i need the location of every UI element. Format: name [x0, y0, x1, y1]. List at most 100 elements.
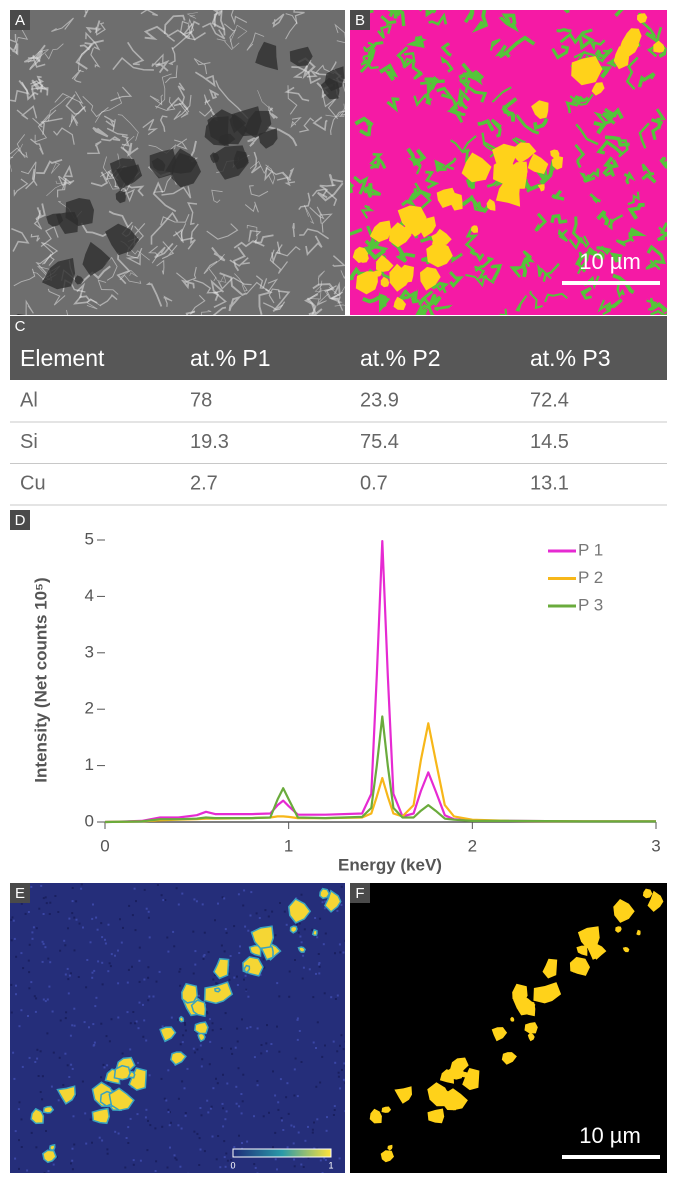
- si-phase: [395, 251, 416, 263]
- noise: [152, 995, 155, 998]
- cu-phase: [537, 184, 545, 192]
- si-phase: [522, 250, 535, 268]
- noise: [137, 1061, 139, 1064]
- noise: [235, 1085, 238, 1088]
- noise: [167, 950, 170, 953]
- noise: [81, 1080, 84, 1083]
- noise: [217, 1135, 220, 1137]
- noise: [226, 1159, 229, 1162]
- grain-boundary: [116, 252, 131, 285]
- si-phase: [603, 107, 617, 119]
- si-phase: [353, 175, 369, 195]
- noise: [147, 1119, 149, 1122]
- si-phase: [465, 273, 495, 288]
- noise: [119, 918, 121, 921]
- dark-particle: [116, 164, 143, 187]
- noise: [212, 1087, 215, 1090]
- noise: [20, 902, 23, 905]
- grain-boundary: [287, 85, 298, 115]
- noise: [145, 1108, 148, 1111]
- grain-boundary: [248, 229, 262, 242]
- si-phase: [380, 15, 397, 26]
- noise: [85, 986, 88, 989]
- table-cell: 0.7: [360, 472, 388, 494]
- noise: [17, 1108, 20, 1111]
- noise: [33, 995, 36, 998]
- si-phase: [477, 118, 495, 132]
- noise: [296, 1038, 299, 1041]
- noise: [224, 928, 227, 931]
- noise: [299, 935, 302, 938]
- noise: [182, 1034, 185, 1037]
- noise: [41, 960, 44, 963]
- particle: [213, 957, 230, 980]
- grain-boundary: [211, 189, 223, 203]
- noise: [226, 1082, 229, 1085]
- noise: [311, 1128, 314, 1131]
- noise: [64, 1017, 67, 1020]
- noise: [211, 1022, 214, 1025]
- noise: [321, 901, 324, 904]
- noise: [181, 1080, 184, 1083]
- si-phase: [425, 10, 437, 18]
- noise: [317, 963, 320, 966]
- grain-boundary: [71, 69, 82, 83]
- noise: [30, 1131, 33, 1134]
- noise: [47, 957, 50, 960]
- grain-boundary: [46, 180, 68, 197]
- grain-boundary: [319, 184, 336, 197]
- noise: [333, 1105, 336, 1108]
- grain-boundary: [159, 115, 168, 132]
- noise: [193, 898, 196, 901]
- si-phase: [604, 135, 630, 147]
- noise: [250, 891, 253, 894]
- noise: [334, 998, 337, 1000]
- grain-boundary: [246, 224, 258, 244]
- noise: [72, 1115, 75, 1118]
- particle: [113, 1064, 131, 1081]
- dark-particle: [255, 41, 278, 71]
- particle: [542, 958, 558, 979]
- noise: [68, 1076, 71, 1078]
- noise: [121, 1052, 124, 1055]
- grain-boundary: [11, 228, 30, 252]
- si-phase: [637, 72, 656, 88]
- noise: [301, 977, 304, 980]
- grain-boundary: [271, 13, 285, 28]
- panel-label: D: [15, 512, 26, 529]
- particle: [319, 887, 331, 900]
- noise: [69, 1034, 72, 1037]
- si-phase: [647, 302, 667, 314]
- noise: [239, 945, 241, 948]
- particle: [543, 988, 549, 992]
- noise: [114, 1130, 117, 1133]
- grain-boundary: [174, 223, 187, 243]
- noise: [312, 1041, 315, 1044]
- noise: [41, 1098, 44, 1101]
- noise: [21, 1065, 24, 1068]
- noise: [186, 1067, 189, 1070]
- table-cell: 72.4: [530, 389, 569, 411]
- cu-phase: [513, 142, 537, 164]
- particle: [527, 1032, 535, 1042]
- cu-phase: [393, 296, 407, 310]
- si-phase: [589, 193, 602, 204]
- chart: 0 1 2 3 4 5 0 1 2 3 Energy (keV) Intensity (Net cou…: [31, 526, 661, 874]
- noise: [91, 971, 94, 974]
- particle: [576, 945, 588, 956]
- noise: [274, 934, 277, 937]
- cu-phase: [389, 263, 411, 292]
- noise: [298, 922, 301, 925]
- si-phase: [614, 136, 629, 158]
- noise: [92, 1023, 95, 1026]
- noise: [131, 914, 134, 917]
- noise: [253, 1056, 256, 1059]
- noise: [14, 1130, 17, 1133]
- noise: [268, 1111, 270, 1114]
- si-phase: [557, 228, 569, 242]
- grain-boundary: [264, 166, 284, 182]
- si-phase: [422, 303, 435, 315]
- noise: [44, 896, 47, 899]
- noise: [110, 1018, 113, 1021]
- grain-boundary: [305, 235, 323, 256]
